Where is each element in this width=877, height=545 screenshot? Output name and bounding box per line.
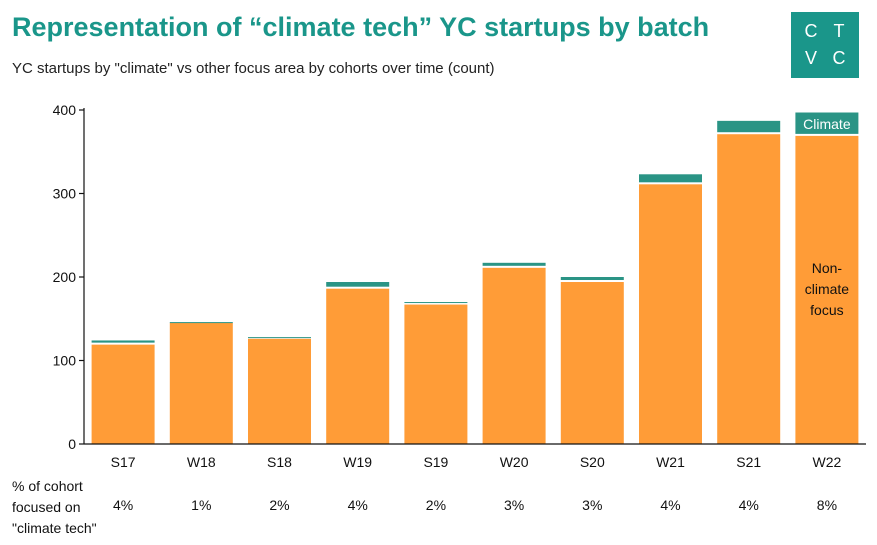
x-tick-label: W21 [656,454,685,470]
y-tick-label: 300 [53,186,77,202]
non-climate-series-label: climate [805,281,850,297]
bar-climate-s20 [560,277,624,281]
bar-non-climate-s18 [248,338,311,444]
bar-climate-s21 [717,120,781,133]
bar-non-climate-w18 [169,322,233,444]
bar-climate-w19 [326,282,390,287]
percentage-label: 4% [113,497,133,513]
bar-climate-w22 [795,112,859,134]
x-tick-label: S17 [111,454,136,470]
percentage-label: 3% [582,497,602,513]
bar-non-climate-w21 [639,184,702,444]
non-climate-series-label: focus [810,302,843,318]
percentage-label: 8% [817,497,837,513]
x-tick-label: S20 [580,454,605,470]
x-tick-label: S18 [267,454,292,470]
x-axis: S17 W18 S18 W19 S19 W20 S20 W21 S21 W22 [84,443,866,470]
bar-non-climate-w19 [326,288,390,444]
bar-non-climate-s21 [717,134,781,444]
percentage-label: 2% [426,497,446,513]
logo-letter: C [804,21,818,41]
percentage-label: 2% [269,497,289,513]
logo-letter: V [804,48,817,68]
bar-climate-s17 [91,340,155,343]
bar-non-climate-s20 [560,282,624,444]
bar-climate-s18 [248,337,311,339]
bar-climate-w21 [639,174,702,183]
chart-title: Representation of “climate tech” YC star… [12,12,710,42]
climate-series-label: Climate [803,116,851,132]
percentage-label: 4% [348,497,368,513]
non-climate-series-label: Non- [812,260,843,276]
bar-non-climate-s19 [404,304,468,444]
percentage-label: 1% [191,497,211,513]
percentage-label: 4% [660,497,680,513]
x-tick-label: W22 [813,454,842,470]
x-tick-label: W18 [187,454,216,470]
ctvc-logo: C T V C [791,12,859,78]
chart-subtitle: YC startups by "climate" vs other focus … [12,60,495,77]
x-tick-label: S19 [423,454,448,470]
bars-group [91,112,859,444]
bar-climate-w20 [482,262,546,266]
y-tick-label: 200 [53,269,77,285]
bar-climate-s19 [404,302,468,304]
percentage-label: 4% [739,497,759,513]
logo-letter: C [832,48,846,68]
y-tick-label: 100 [53,353,77,369]
y-tick-label: 400 [53,102,77,118]
bar-non-climate-w20 [482,267,546,444]
annotations-group: Climate Non-climate focus [803,116,851,318]
footer-row-label: % of cohort [12,478,83,494]
bar-non-climate-w22 [795,135,859,444]
footer-row-label: focused on [12,499,81,515]
bar-non-climate-s17 [91,344,155,444]
logo-letter: T [833,21,845,41]
y-axis: 0 100 200 300 400 [53,102,85,452]
x-tick-label: W20 [500,454,529,470]
bar-climate-w18 [169,322,233,324]
x-tick-label: S21 [736,454,761,470]
footer-row-label: "climate tech" [12,520,97,536]
footer-group: 4% 1% 2% 4% 2% 3% 3% 4% 4% 8% % of cohort focused o… [12,478,837,536]
y-tick-label: 0 [68,436,76,452]
percentage-label: 3% [504,497,524,513]
x-tick-label: W19 [343,454,372,470]
